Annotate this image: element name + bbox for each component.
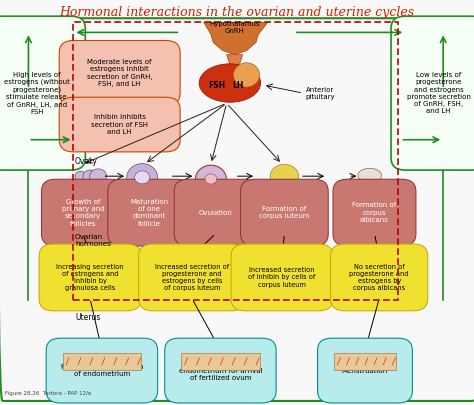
Circle shape	[83, 170, 97, 182]
Ellipse shape	[127, 164, 157, 191]
Polygon shape	[204, 22, 268, 55]
Circle shape	[75, 171, 86, 181]
Ellipse shape	[195, 165, 227, 193]
Text: Growth of
primary and
secondary
follicles: Growth of primary and secondary follicle…	[62, 199, 104, 226]
FancyBboxPatch shape	[138, 244, 246, 311]
Text: Increased secretion
of inhibin by cells of
corpus luteum: Increased secretion of inhibin by cells …	[248, 267, 316, 288]
Text: Hormonal interactions in the ovarian and uterine cycles: Hormonal interactions in the ovarian and…	[59, 6, 415, 19]
Polygon shape	[227, 55, 243, 65]
Text: Hypothalamus
GnRH: Hypothalamus GnRH	[210, 21, 260, 34]
Text: Moderate levels of
estrogens inhibit
secretion of GnRH,
FSH, and LH: Moderate levels of estrogens inhibit sec…	[87, 59, 153, 87]
Text: Menstruation: Menstruation	[342, 368, 388, 373]
Ellipse shape	[270, 164, 299, 188]
Text: High levels of
estrogens (without
progesterone)
stimulate release
of GnRH, LH, a: High levels of estrogens (without proges…	[4, 72, 70, 115]
FancyBboxPatch shape	[331, 244, 428, 311]
Text: Low levels of
progesterone
and estrogens
promote secretion
of GnRH, FSH,
and LH: Low levels of progesterone and estrogens…	[407, 72, 470, 114]
FancyBboxPatch shape	[240, 179, 328, 246]
Text: Maturation
of one
dominant
follicle: Maturation of one dominant follicle	[130, 199, 168, 226]
Text: Anterior
pituitary: Anterior pituitary	[306, 87, 336, 100]
Text: Formation of
corpus luteum: Formation of corpus luteum	[259, 206, 310, 219]
FancyBboxPatch shape	[0, 16, 85, 170]
Text: FSH: FSH	[209, 81, 226, 90]
Ellipse shape	[199, 64, 261, 102]
Text: LH: LH	[232, 81, 244, 90]
Text: Ovulation: Ovulation	[199, 210, 233, 215]
FancyBboxPatch shape	[165, 338, 276, 403]
Circle shape	[90, 169, 107, 183]
FancyBboxPatch shape	[391, 16, 474, 170]
FancyBboxPatch shape	[59, 97, 180, 152]
Ellipse shape	[135, 171, 150, 184]
Text: Ovarian
hormones: Ovarian hormones	[75, 234, 111, 247]
FancyBboxPatch shape	[318, 338, 412, 403]
Ellipse shape	[358, 168, 382, 182]
FancyBboxPatch shape	[333, 179, 416, 246]
Text: Formation of
corpus
albicans: Formation of corpus albicans	[352, 202, 397, 223]
Ellipse shape	[205, 174, 217, 184]
FancyBboxPatch shape	[46, 338, 157, 403]
FancyBboxPatch shape	[231, 244, 333, 311]
Bar	[63, 353, 141, 370]
Text: Increased secretion of
progesterone and
estrogens by cells
of corpus luteum: Increased secretion of progesterone and …	[155, 264, 229, 291]
Bar	[182, 353, 260, 370]
FancyBboxPatch shape	[108, 179, 191, 246]
FancyBboxPatch shape	[41, 179, 124, 246]
Text: Figure 28.26  Tortora - PAP 12/e: Figure 28.26 Tortora - PAP 12/e	[5, 391, 91, 396]
Text: Ovary: Ovary	[75, 158, 98, 166]
FancyBboxPatch shape	[59, 40, 180, 105]
FancyBboxPatch shape	[39, 244, 141, 311]
FancyBboxPatch shape	[174, 179, 257, 246]
Text: Uterus: Uterus	[75, 313, 100, 322]
Text: No secretion of
progesterone and
estrogens by
corpus albicans: No secretion of progesterone and estroge…	[349, 264, 409, 291]
Bar	[334, 353, 396, 370]
Text: Inhibin inhibits
secretion of FSH
and LH: Inhibin inhibits secretion of FSH and LH	[91, 114, 148, 135]
Text: Repair and proliferation
of endometrium: Repair and proliferation of endometrium	[61, 364, 143, 377]
Text: Preparation of
endometrium for arrival
of fertilized ovum: Preparation of endometrium for arrival o…	[179, 360, 262, 381]
Text: Increasing secretion
of estrogens and
inhibin by
granulosa cells: Increasing secretion of estrogens and in…	[56, 264, 124, 291]
Ellipse shape	[233, 63, 260, 87]
